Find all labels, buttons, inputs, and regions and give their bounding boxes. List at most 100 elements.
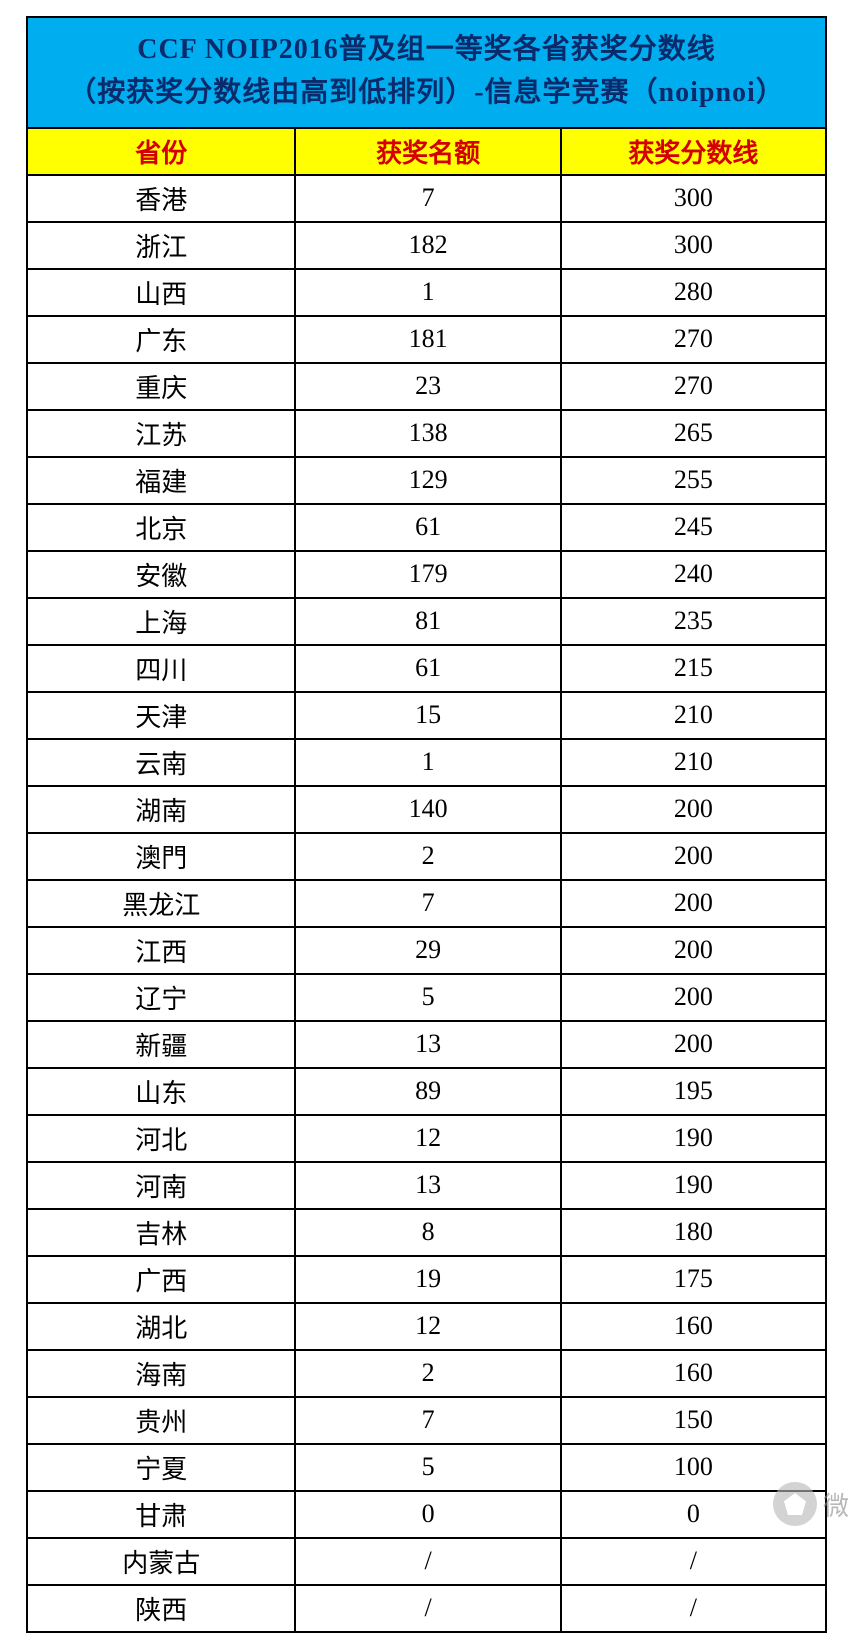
cell-province: 内蒙古 [27, 1538, 295, 1585]
cell-province: 河南 [27, 1162, 295, 1209]
cell-quota: 81 [295, 598, 560, 645]
table-row: 宁夏5100 [27, 1444, 826, 1491]
table-row: 辽宁5200 [27, 974, 826, 1021]
header-score: 获奖分数线 [561, 128, 826, 175]
table-row: 山东89195 [27, 1068, 826, 1115]
cell-quota: 182 [295, 222, 560, 269]
cell-province: 天津 [27, 692, 295, 739]
cell-score: 200 [561, 1021, 826, 1068]
cell-province: 安徽 [27, 551, 295, 598]
title-line-2: （按获奖分数线由高到低排列）-信息学竞赛（noipnoi） [34, 71, 819, 114]
cell-quota: 179 [295, 551, 560, 598]
table-row: 海南2160 [27, 1350, 826, 1397]
cell-quota: 2 [295, 1350, 560, 1397]
table-row: 黑龙江7200 [27, 880, 826, 927]
cell-province: 浙江 [27, 222, 295, 269]
table-row: 贵州7150 [27, 1397, 826, 1444]
cell-quota: 7 [295, 880, 560, 927]
table-row: 湖北12160 [27, 1303, 826, 1350]
cell-quota: 181 [295, 316, 560, 363]
cell-score: / [561, 1538, 826, 1585]
table-title: CCF NOIP2016普及组一等奖各省获奖分数线 （按获奖分数线由高到低排列）… [27, 17, 826, 128]
cell-province: 上海 [27, 598, 295, 645]
cell-province: 黑龙江 [27, 880, 295, 927]
table-row: 北京61245 [27, 504, 826, 551]
cell-score: 235 [561, 598, 826, 645]
cell-score: 175 [561, 1256, 826, 1303]
cell-quota: 61 [295, 645, 560, 692]
cell-score: 210 [561, 739, 826, 786]
table-row: 内蒙古// [27, 1538, 826, 1585]
cell-quota: 1 [295, 739, 560, 786]
cell-quota: 1 [295, 269, 560, 316]
table-row: 吉林8180 [27, 1209, 826, 1256]
cell-score: 190 [561, 1162, 826, 1209]
cell-quota: 15 [295, 692, 560, 739]
table-row: 江苏138265 [27, 410, 826, 457]
cell-quota: 5 [295, 1444, 560, 1491]
table-row: 香港7300 [27, 175, 826, 222]
cell-score: 100 [561, 1444, 826, 1491]
table-row: 安徽179240 [27, 551, 826, 598]
cell-province: 北京 [27, 504, 295, 551]
table-row: 天津15210 [27, 692, 826, 739]
cell-province: 广西 [27, 1256, 295, 1303]
cell-province: 新疆 [27, 1021, 295, 1068]
cell-quota: / [295, 1585, 560, 1632]
table-body: CCF NOIP2016普及组一等奖各省获奖分数线 （按获奖分数线由高到低排列）… [27, 17, 826, 1632]
cell-quota: 129 [295, 457, 560, 504]
cell-quota: / [295, 1538, 560, 1585]
table-row: 浙江182300 [27, 222, 826, 269]
cell-province: 辽宁 [27, 974, 295, 1021]
table-row: 上海81235 [27, 598, 826, 645]
cell-score: 180 [561, 1209, 826, 1256]
header-quota: 获奖名额 [295, 128, 560, 175]
cell-quota: 0 [295, 1491, 560, 1538]
cell-score: 245 [561, 504, 826, 551]
table-row: 陕西// [27, 1585, 826, 1632]
cell-quota: 23 [295, 363, 560, 410]
table-row: 河南13190 [27, 1162, 826, 1209]
cell-quota: 29 [295, 927, 560, 974]
cell-province: 山西 [27, 269, 295, 316]
table-row: 澳門2200 [27, 833, 826, 880]
table-row: 甘肃00 [27, 1491, 826, 1538]
cell-province: 重庆 [27, 363, 295, 410]
cell-quota: 19 [295, 1256, 560, 1303]
cell-quota: 12 [295, 1303, 560, 1350]
table-row: 江西29200 [27, 927, 826, 974]
cell-score: 150 [561, 1397, 826, 1444]
cell-province: 贵州 [27, 1397, 295, 1444]
cell-quota: 12 [295, 1115, 560, 1162]
cell-score: / [561, 1585, 826, 1632]
cell-province: 福建 [27, 457, 295, 504]
table-row: 重庆23270 [27, 363, 826, 410]
cell-score: 215 [561, 645, 826, 692]
table-row: 湖南140200 [27, 786, 826, 833]
table-container: CCF NOIP2016普及组一等奖各省获奖分数线 （按获奖分数线由高到低排列）… [0, 0, 849, 1649]
cell-score: 0 [561, 1491, 826, 1538]
cell-score: 265 [561, 410, 826, 457]
header-province: 省份 [27, 128, 295, 175]
cell-quota: 8 [295, 1209, 560, 1256]
cell-quota: 140 [295, 786, 560, 833]
cell-province: 湖北 [27, 1303, 295, 1350]
table-row: 广西19175 [27, 1256, 826, 1303]
score-table: CCF NOIP2016普及组一等奖各省获奖分数线 （按获奖分数线由高到低排列）… [26, 16, 827, 1633]
cell-score: 160 [561, 1303, 826, 1350]
cell-quota: 7 [295, 1397, 560, 1444]
table-row: 四川61215 [27, 645, 826, 692]
table-row: 河北12190 [27, 1115, 826, 1162]
cell-quota: 13 [295, 1162, 560, 1209]
cell-score: 160 [561, 1350, 826, 1397]
cell-score: 300 [561, 175, 826, 222]
cell-score: 200 [561, 974, 826, 1021]
cell-score: 210 [561, 692, 826, 739]
cell-score: 240 [561, 551, 826, 598]
cell-quota: 7 [295, 175, 560, 222]
table-row: 新疆13200 [27, 1021, 826, 1068]
cell-quota: 89 [295, 1068, 560, 1115]
cell-province: 广东 [27, 316, 295, 363]
cell-score: 200 [561, 786, 826, 833]
table-row: 广东181270 [27, 316, 826, 363]
